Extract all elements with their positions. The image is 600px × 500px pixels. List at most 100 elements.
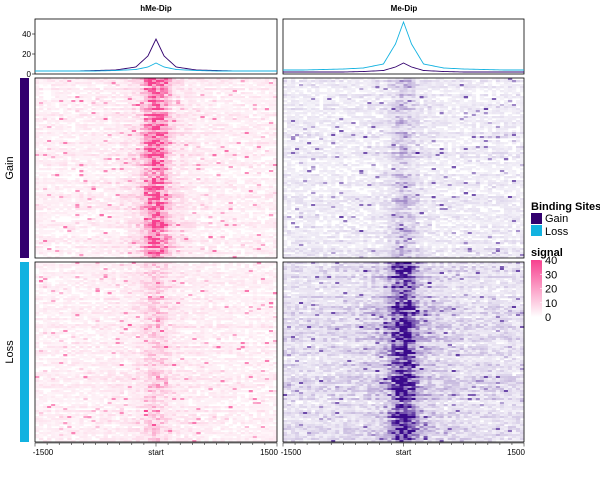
heatmap-cell <box>119 158 125 161</box>
heatmap-cell <box>127 146 133 149</box>
heatmap-cell <box>79 212 84 215</box>
heatmap-cell <box>228 194 233 197</box>
heatmap-cell <box>164 136 169 139</box>
heatmap-cell <box>204 84 209 87</box>
heatmap-cell <box>212 96 217 99</box>
heatmap-cell <box>43 278 48 281</box>
heatmap-cell <box>196 152 201 155</box>
heatmap-cell <box>156 196 161 199</box>
heatmap-cell <box>59 264 64 267</box>
heatmap-cell <box>256 110 262 113</box>
heatmap-cell <box>256 140 262 143</box>
heatmap-cell <box>139 214 145 217</box>
heatmap-cell <box>176 200 181 203</box>
heatmap-cell <box>212 128 217 131</box>
heatmap-cell <box>268 164 274 167</box>
heatmap-cell <box>160 122 165 125</box>
heatmap-cell <box>244 144 250 147</box>
heatmap-cell <box>192 126 197 129</box>
heatmap-cell <box>256 236 262 239</box>
heatmap-cell <box>264 152 270 155</box>
heatmap-cell <box>188 256 193 259</box>
heatmap-cell <box>79 156 84 159</box>
heatmap-cell <box>135 160 141 163</box>
heatmap-cell <box>143 254 149 257</box>
heatmap-cell <box>63 112 68 115</box>
heatmap-cell <box>260 236 266 239</box>
heatmap-cell <box>123 156 129 159</box>
heatmap-cell <box>160 104 165 107</box>
heatmap-cell <box>79 164 84 167</box>
heatmap-cell <box>79 144 84 147</box>
heatmap-cell <box>200 272 205 275</box>
heatmap-cell <box>147 198 153 201</box>
heatmap-cell <box>47 112 52 115</box>
heatmap-cell <box>220 140 225 143</box>
heatmap-cell <box>143 118 149 121</box>
heatmap-cell <box>188 170 193 173</box>
heatmap-cell <box>79 202 84 205</box>
heatmap-cell <box>107 140 112 143</box>
heatmap-cell <box>139 282 145 285</box>
heatmap-cell <box>216 228 221 231</box>
heatmap-cell <box>143 84 149 87</box>
heatmap-cell <box>180 196 185 199</box>
heatmap-cell <box>224 118 229 121</box>
heatmap-cell <box>208 152 213 155</box>
heatmap-cell <box>216 92 221 95</box>
heatmap-cell <box>47 106 52 109</box>
heatmap-cell <box>95 222 100 225</box>
heatmap-cell <box>260 228 266 231</box>
heatmap-cell <box>196 182 201 185</box>
heatmap-cell <box>196 184 201 187</box>
heatmap-cell <box>224 174 229 177</box>
heatmap-cell <box>83 174 88 177</box>
heatmap-cell <box>55 202 60 205</box>
heatmap-cell <box>196 162 201 165</box>
heatmap-cell <box>43 190 48 193</box>
heatmap-cell <box>160 166 165 169</box>
heatmap-cell <box>220 250 225 253</box>
heatmap-cell <box>91 202 96 205</box>
heatmap-cell <box>176 160 181 163</box>
heatmap-cell <box>208 264 213 267</box>
heatmap-cell <box>160 100 165 103</box>
heatmap-cell <box>75 98 80 101</box>
heatmap-cell <box>55 168 60 171</box>
heatmap-cell <box>192 132 197 135</box>
heatmap-cell <box>151 110 157 113</box>
heatmap-cell <box>252 204 258 207</box>
heatmap-cell <box>184 120 189 123</box>
heatmap-cell <box>232 276 237 279</box>
heatmap-cell <box>55 120 60 123</box>
heatmap-cell <box>196 168 201 171</box>
heatmap-cell <box>95 126 100 129</box>
heatmap-cell <box>268 124 274 127</box>
heatmap-cell <box>47 276 52 279</box>
heatmap-cell <box>244 180 250 183</box>
heatmap-cell <box>63 160 68 163</box>
heatmap-cell <box>111 252 116 255</box>
heatmap-cell <box>115 90 120 93</box>
heatmap-cell <box>39 218 44 221</box>
heatmap-cell <box>164 170 169 173</box>
heatmap-cell <box>79 120 84 123</box>
heatmap-cell <box>204 238 209 241</box>
heatmap-cell <box>39 172 44 175</box>
heatmap-cell <box>208 82 213 85</box>
heatmap-cell <box>192 120 197 123</box>
heatmap-cell <box>176 166 181 169</box>
heatmap-cell <box>240 80 246 83</box>
heatmap-cell <box>87 160 92 163</box>
heatmap-cell <box>67 242 72 245</box>
heatmap-cell <box>123 208 129 211</box>
heatmap-cell <box>135 152 141 155</box>
heatmap-cell <box>151 168 157 171</box>
heatmap-cell <box>115 242 120 245</box>
heatmap-cell <box>43 196 48 199</box>
heatmap-cell <box>83 170 88 173</box>
heatmap-cell <box>220 164 225 167</box>
heatmap-cell <box>196 96 201 99</box>
heatmap-cell <box>147 168 153 171</box>
heatmap-cell <box>119 134 125 137</box>
